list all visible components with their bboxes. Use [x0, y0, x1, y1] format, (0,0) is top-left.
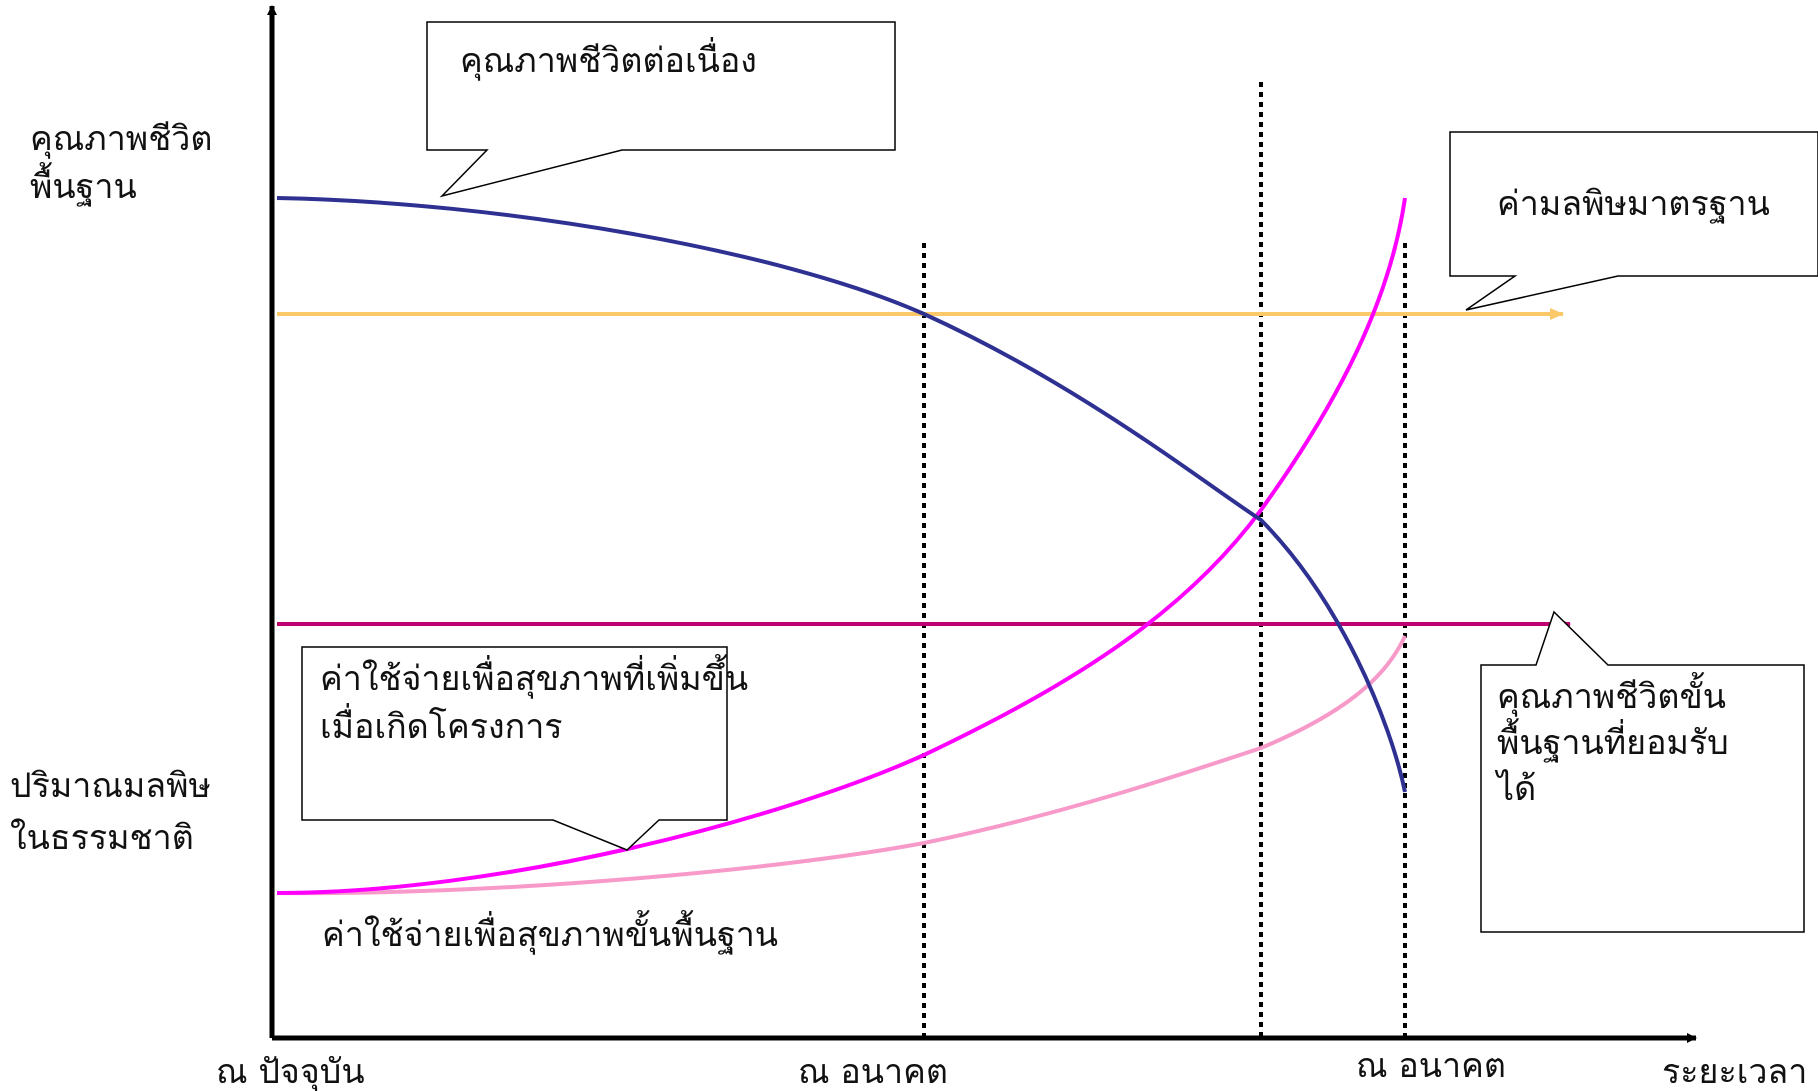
callout-increased-health-cost-text: ค่าใช้จ่ายเพื่อสุขภาพที่เพิ่มขึ้น เมื่อเ…	[320, 654, 759, 747]
callout-increased-health-cost	[301, 646, 728, 851]
quality-of-life-curve	[276, 196, 1407, 793]
x-tick-future-1: ณ อนาคต	[798, 1052, 948, 1091]
basic-health-cost-label: ค่าใช้จ่ายเพื่อสุขภาพขั้นพื้นฐาน	[322, 910, 778, 955]
callout-continuous-quality-text: คุณภาพชีวิตต่อเนื่อง	[460, 37, 757, 81]
callout-pollution-standard-text: ค่ามลพิษมาตรฐาน	[1497, 184, 1770, 224]
basic-health-cost-curve	[276, 635, 1407, 896]
x-tick-present: ณ ปัจจุบัน	[216, 1052, 365, 1091]
callout-pollution-standard	[1449, 131, 1818, 311]
y-label-quality-of-life: คุณภาพชีวิต พื้นฐาน	[30, 119, 223, 207]
increased-health-cost-curve	[276, 197, 1407, 895]
y-label-pollution-amount: ปริมาณมลพิษ ในธรรมชาติ	[10, 766, 222, 858]
callout-continuous-quality	[426, 21, 896, 198]
callout-acceptable-quality-text: คุณภาพชีวิตขั้น พื้นฐานที่ยอมรับ ได้	[1494, 672, 1740, 809]
x-tick-future-2: ณ อนาคต	[1356, 1046, 1506, 1086]
x-axis-label: ระยะเวลา	[1662, 1052, 1807, 1091]
callout-acceptable-quality	[1480, 610, 1805, 933]
